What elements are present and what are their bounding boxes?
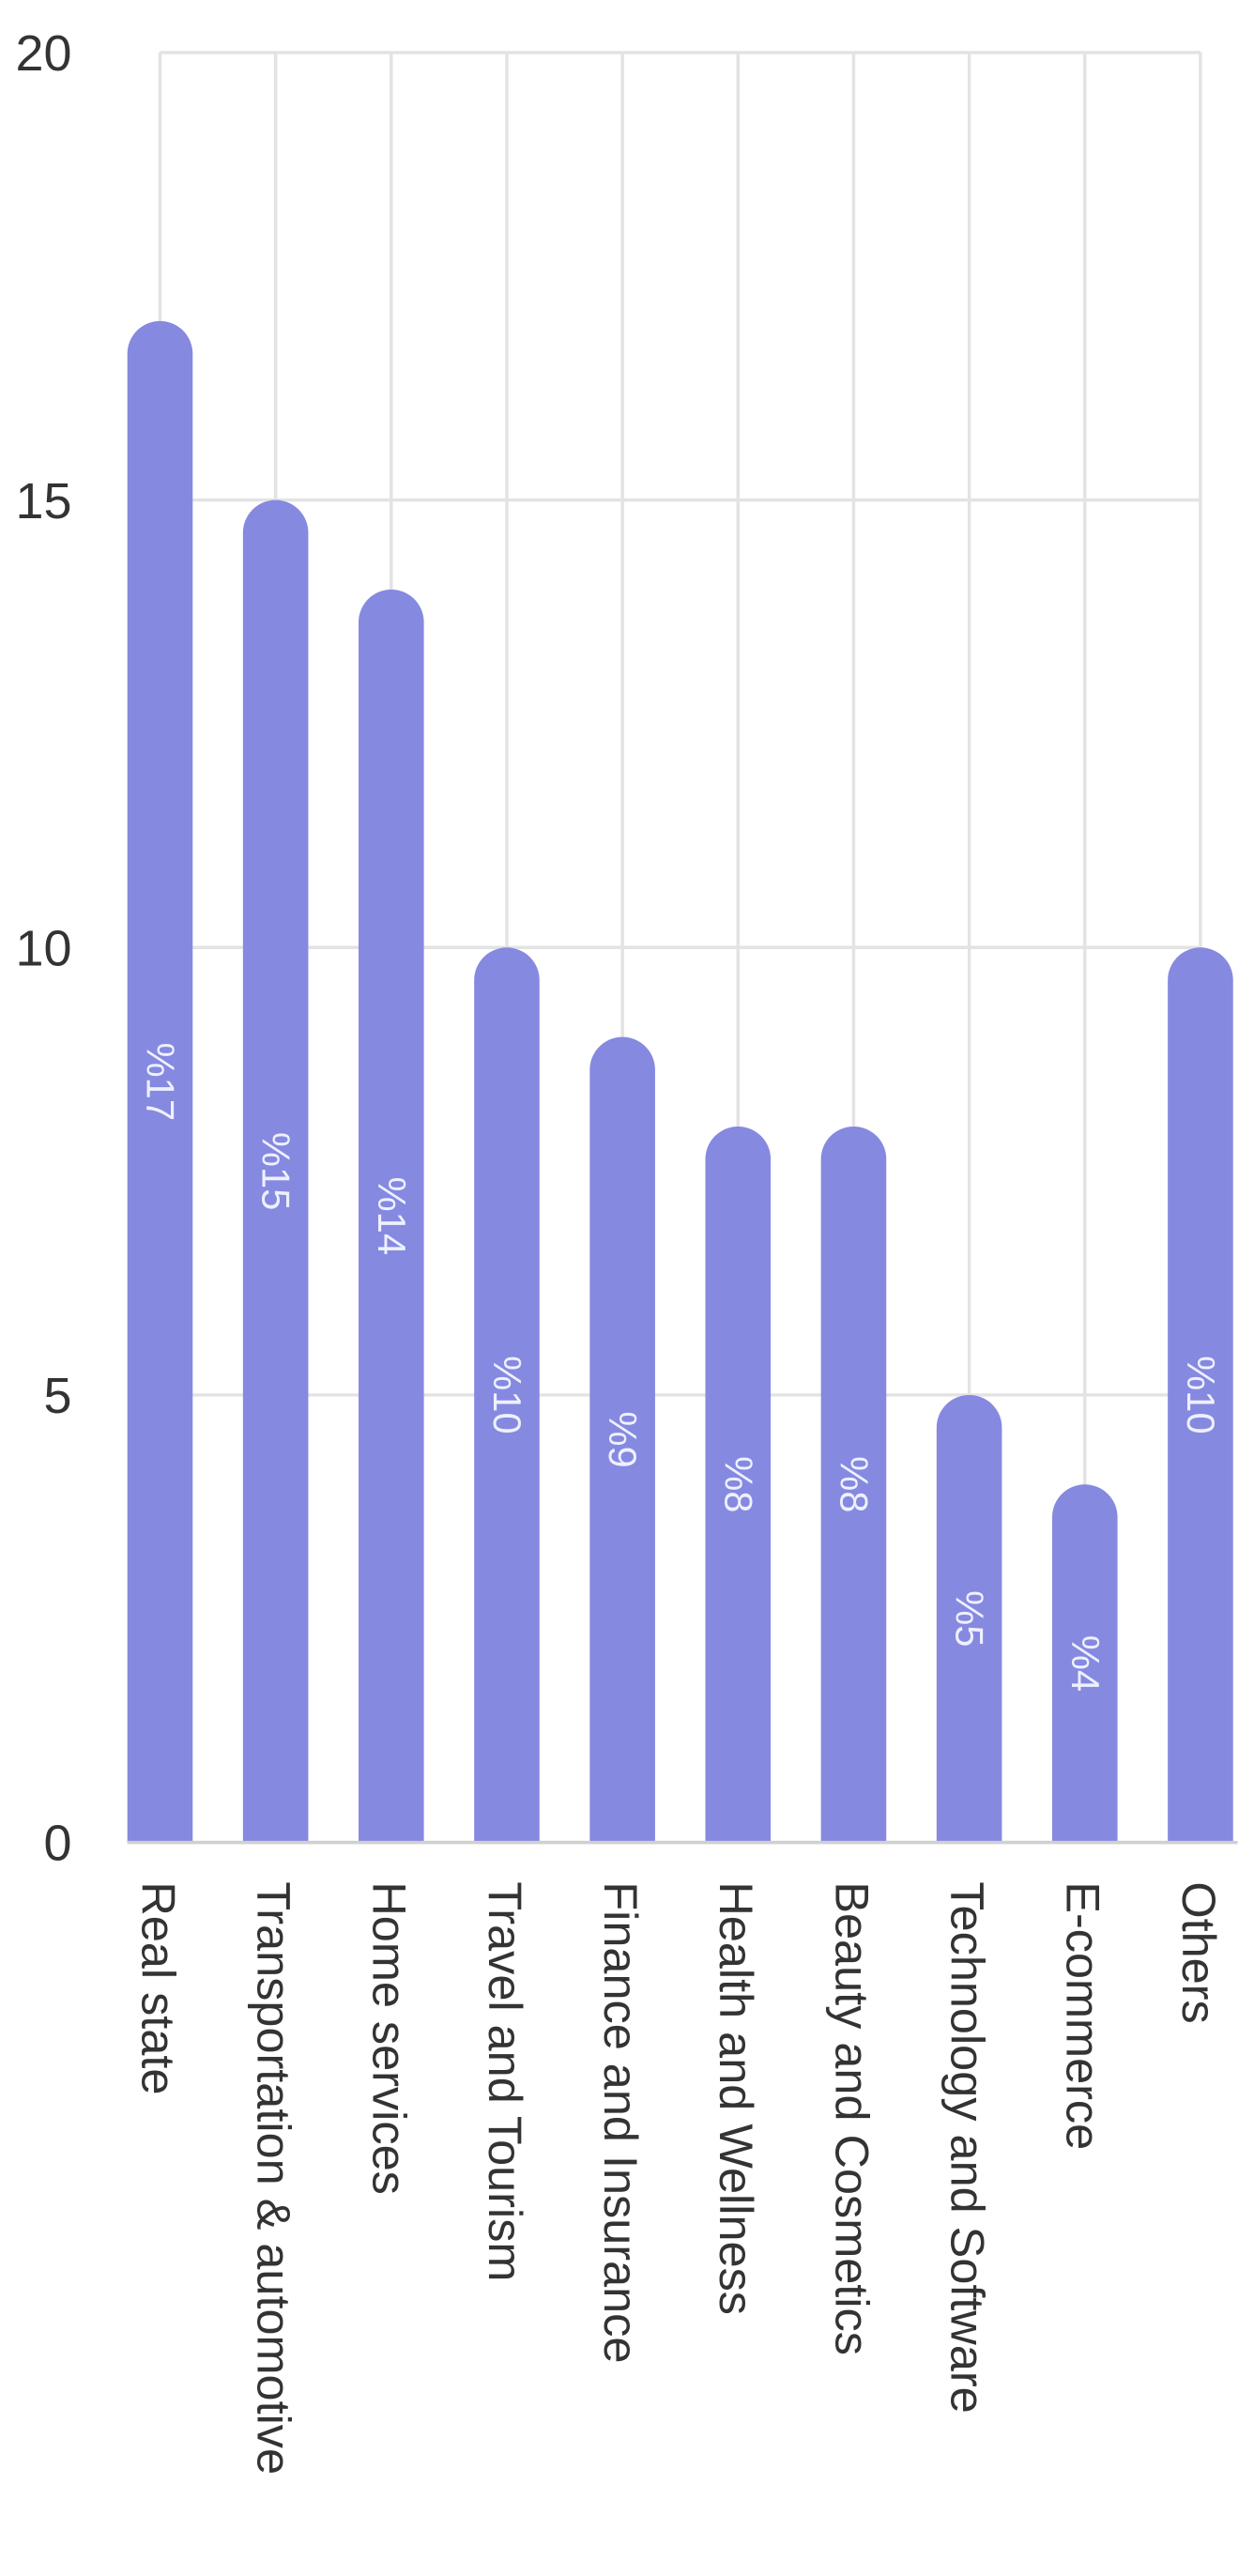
bar: [820, 1126, 887, 1843]
bar: [1051, 1484, 1118, 1843]
value-label: %5: [948, 1590, 992, 1647]
bar: [936, 1394, 1002, 1843]
bar: [589, 1036, 655, 1843]
value-label: %8: [716, 1456, 760, 1512]
value-label: %17: [139, 1043, 183, 1122]
x-tick-label: Finance and Insurance: [594, 1881, 648, 2363]
y-tick-label: 0: [44, 1816, 72, 1872]
bar: [705, 1126, 772, 1843]
x-tick-label: Home services: [363, 1881, 417, 2195]
x-tick-label: E-commerce: [1057, 1881, 1110, 2150]
value-label: %14: [370, 1177, 414, 1256]
bar: [242, 499, 309, 1843]
y-tick-label: 10: [16, 920, 72, 976]
value-label: %10: [485, 1356, 529, 1434]
value-label: %4: [1063, 1635, 1108, 1692]
x-tick-label: Others: [1172, 1881, 1226, 2023]
y-tick-label: 20: [16, 25, 72, 82]
y-tick-label: 15: [16, 473, 72, 529]
y-tick-label: 5: [44, 1368, 72, 1424]
bar: [474, 947, 540, 1843]
x-tick-label: Technology and Software: [940, 1881, 994, 2413]
value-label: %9: [601, 1411, 645, 1467]
value-label: %10: [1179, 1356, 1223, 1434]
bar: [359, 589, 424, 1843]
x-tick-label: Transportation & automotive: [248, 1881, 301, 2475]
x-tick-label: Health and Wellness: [710, 1881, 763, 2315]
value-label: %8: [833, 1456, 877, 1512]
bar: [1168, 947, 1233, 1843]
bar: [127, 320, 193, 1843]
x-tick-label: Travel and Tourism: [479, 1881, 532, 2281]
x-tick-label: Real state: [131, 1881, 185, 2094]
value-label: %15: [254, 1132, 298, 1211]
x-tick-label: Beauty and Cosmetics: [825, 1881, 879, 2355]
